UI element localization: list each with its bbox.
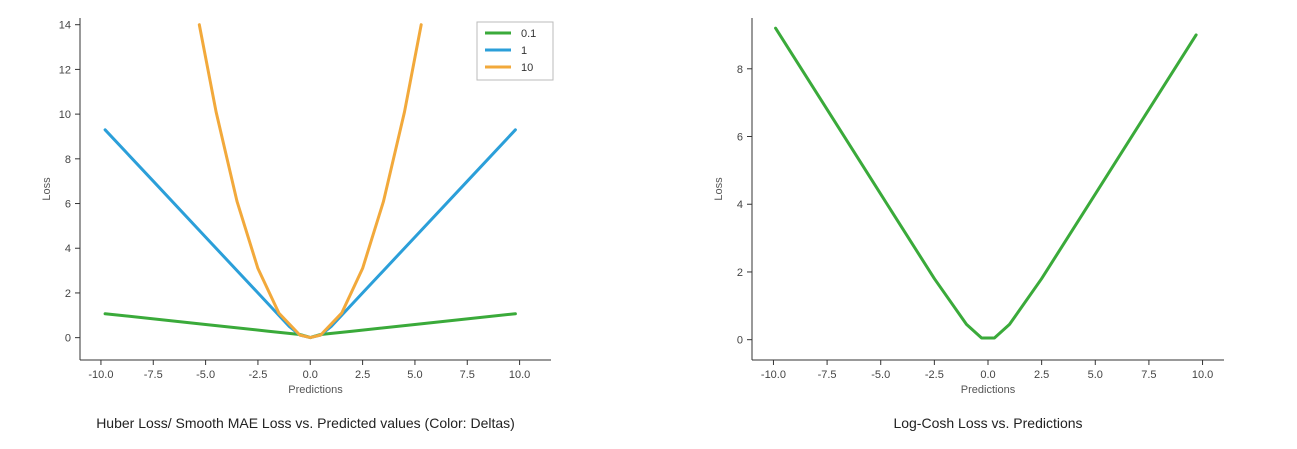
chart-panel-1: -10.0 -7.5 -5.0 -2.5 0.0 2.5 5.0 7.5 10.00246810… (41, 18, 554, 431)
x-tick-label: 0.0 (980, 369, 995, 381)
x-tick-label: 5.0 (1088, 369, 1103, 381)
legend-entry-label: 10 (521, 62, 533, 74)
x-tick-label: 7.5 (1141, 369, 1156, 381)
series-line-1 (103, 128, 517, 340)
y-tick-label: 4 (65, 243, 71, 255)
legend-entry-label: 0.1 (521, 28, 536, 40)
y-tick-label: 8 (737, 64, 743, 76)
y-tick-label: 6 (65, 199, 71, 211)
y-tick-label: 0 (65, 333, 71, 345)
y-axis-label: Loss (41, 177, 53, 201)
legend-entry-label: 1 (521, 45, 527, 57)
series-line-0_1 (103, 312, 517, 340)
x-tick-label: -2.5 (248, 369, 267, 381)
x-tick-label: -10.0 (761, 369, 786, 381)
x-tick-label: 10.0 (509, 369, 530, 381)
x-tick-label: 2.5 (355, 369, 370, 381)
y-tick-label: 2 (737, 267, 743, 279)
x-tick-label: 2.5 (1034, 369, 1049, 381)
x-tick-label: -10.0 (88, 369, 113, 381)
x-tick-label: 5.0 (407, 369, 422, 381)
x-tick-label: 10.0 (1192, 369, 1213, 381)
x-tick-label: 0.0 (303, 369, 318, 381)
x-tick-label: -2.5 (925, 369, 944, 381)
legend: 0.1 1 10 (476, 21, 554, 81)
y-tick-label: 10 (59, 109, 71, 121)
series-line (774, 26, 1198, 340)
y-tick-label: 2 (65, 288, 71, 300)
series-line-10 (197, 23, 423, 340)
x-axis-label: Predictions (961, 384, 1016, 396)
y-tick-label: 14 (59, 20, 71, 32)
chart-caption: Huber Loss/ Smooth MAE Loss vs. Predicte… (96, 415, 515, 431)
chart-caption: Log-Cosh Loss vs. Predictions (893, 415, 1082, 431)
y-axis-label: Loss (713, 177, 725, 201)
x-axis-label: Predictions (288, 384, 343, 396)
x-tick-label: -7.5 (144, 369, 163, 381)
y-tick-label: 6 (737, 132, 743, 144)
chart-panel-2: -10.0 -7.5 -5.0 -2.5 0.0 2.5 5.0 7.5 10.0 0 2 4 6 8 Pr… (713, 18, 1224, 431)
y-tick-label: 4 (737, 199, 743, 211)
x-tick-label: -7.5 (818, 369, 837, 381)
y-tick-label: 0 (737, 335, 743, 347)
x-tick-label: -5.0 (871, 369, 890, 381)
y-tick-label: 12 (59, 64, 71, 76)
x-tick-label: -5.0 (196, 369, 215, 381)
x-tick-label: 7.5 (460, 369, 475, 381)
y-tick-label: 8 (65, 154, 71, 166)
